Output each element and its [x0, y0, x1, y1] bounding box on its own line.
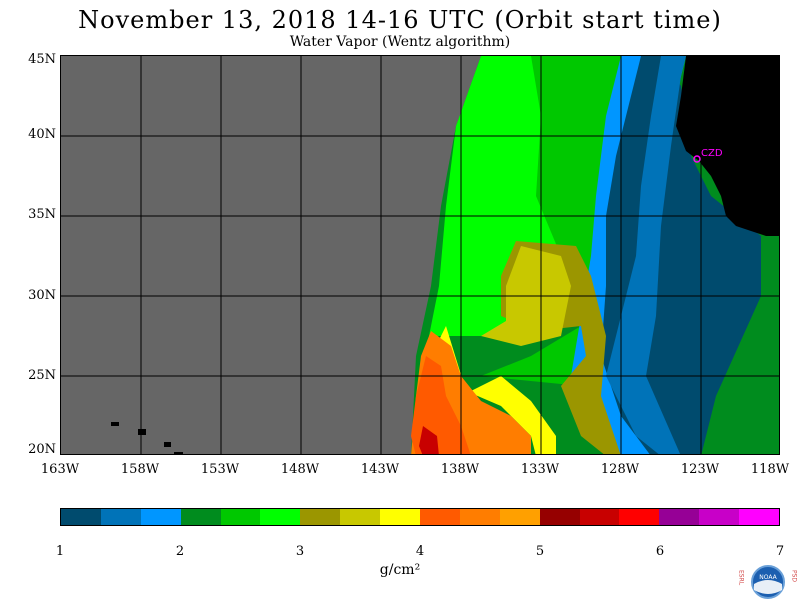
- colorbar-swatch-15: [619, 509, 660, 525]
- noaa-logo-text: NOAA: [759, 574, 777, 581]
- colorbar-tick-3: 3: [295, 544, 305, 559]
- colorbar-swatch-16: [659, 509, 700, 525]
- lon-label-128w: 128W: [600, 462, 640, 477]
- swath-yellow: [431, 326, 556, 454]
- water-vapor-map: CZD: [60, 55, 780, 455]
- colorbar-swatch-14: [579, 509, 620, 525]
- colorbar-swatch-3: [140, 509, 181, 525]
- map-gridlines: [61, 56, 779, 454]
- colorbar-tick-5: 5: [535, 544, 545, 559]
- lon-label-123w: 123W: [680, 462, 720, 477]
- colorbar-swatch-6: [260, 509, 301, 525]
- colorbar-swatch-9: [380, 509, 421, 525]
- colorbar-swatch-11: [459, 509, 500, 525]
- lon-label-118w: 118W: [750, 462, 790, 477]
- colorbar-swatch-7: [300, 509, 341, 525]
- swath-dark-red: [419, 426, 439, 454]
- colorbar-swatch-4: [180, 509, 221, 525]
- colorbar-swatch-10: [420, 509, 460, 525]
- colorbar-tick-2: 2: [175, 544, 185, 559]
- colorbar-units: g/cm²: [379, 562, 421, 578]
- lon-label-148w: 148W: [280, 462, 320, 477]
- colorbar-swatch-8: [340, 509, 381, 525]
- colorbar-tick-1: 1: [55, 544, 65, 559]
- lat-label-45n: 45N: [28, 52, 56, 67]
- map-canvas: CZD: [61, 56, 779, 454]
- lat-label-35n: 35N: [28, 207, 56, 222]
- colorbar-swatch-13: [539, 509, 580, 525]
- lat-label-25n: 25N: [28, 368, 56, 383]
- map-title: November 13, 2018 14-16 UTC (Orbit start…: [78, 6, 722, 34]
- lon-label-158w: 158W: [120, 462, 160, 477]
- colorbar-swatch-2: [100, 509, 141, 525]
- hawaii-island-1: [111, 422, 119, 426]
- colorbar: [60, 508, 780, 526]
- colorbar-tick-4: 4: [415, 544, 425, 559]
- land-north-america: [676, 56, 779, 236]
- colorbar-tick-6: 6: [655, 544, 665, 559]
- noaa-logo: NOAA ESRL PSD: [738, 565, 798, 599]
- lat-label-20n: 20N: [28, 442, 56, 457]
- station-marker-icon: [693, 155, 701, 163]
- colorbar-swatch-18: [739, 509, 780, 525]
- map-subtitle: Water Vapor (Wentz algorithm): [289, 34, 511, 50]
- swath-mid-blue-coast: [606, 56, 686, 454]
- lat-label-40n: 40N: [28, 127, 56, 142]
- hawaii-island-4: [174, 452, 183, 454]
- lon-label-153w: 153W: [200, 462, 240, 477]
- station-label: CZD: [701, 148, 723, 159]
- lon-label-143w: 143W: [360, 462, 400, 477]
- lat-label-30n: 30N: [28, 288, 56, 303]
- lon-label-133w: 133W: [520, 462, 560, 477]
- logo-letters-left: ESRL: [738, 570, 745, 586]
- hawaii-island-2: [138, 429, 146, 435]
- lon-label-163w: 163W: [40, 462, 80, 477]
- colorbar-swatch-17: [699, 509, 740, 525]
- lon-label-138w: 138W: [440, 462, 480, 477]
- hawaii-island-3: [164, 442, 171, 447]
- colorbar-tick-7: 7: [775, 544, 785, 559]
- colorbar-swatch-5: [220, 509, 261, 525]
- colorbar-swatch-12: [499, 509, 540, 525]
- colorbar-swatch-1: [61, 509, 101, 525]
- logo-letters-right: PSD: [791, 570, 798, 582]
